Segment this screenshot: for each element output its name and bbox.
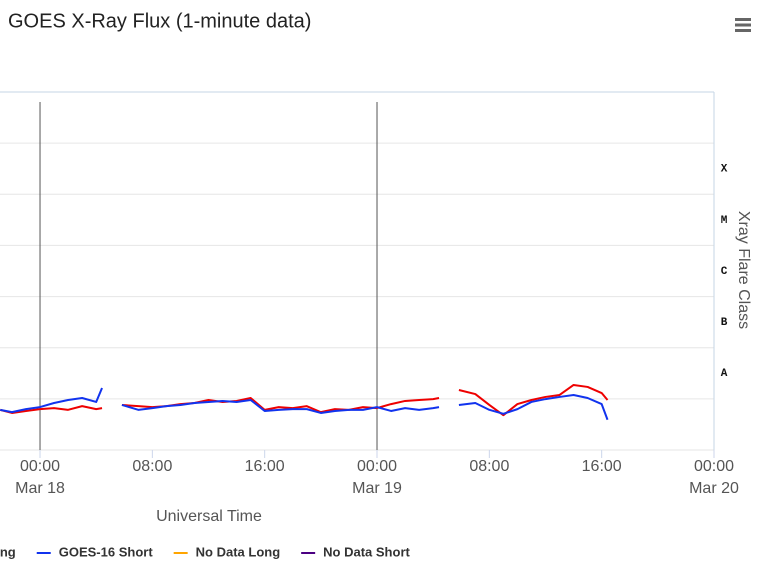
x-tick-label: 16:00 <box>582 458 622 475</box>
menu-bar <box>735 29 751 32</box>
x-tick-label: 08:00 <box>132 458 172 475</box>
x-tick-sublabel: Mar 20 <box>689 480 739 497</box>
x-tick-label: 16:00 <box>245 458 285 475</box>
y2-tick-label: X <box>721 164 728 176</box>
chart-title: GOES X-Ray Flux (1-minute data) <box>8 10 311 32</box>
x-tick-sublabel: Mar 18 <box>15 480 65 497</box>
legend-item[interactable]: GOES-16 Short <box>36 544 154 559</box>
y2-axis-title: Xray Flare Class <box>735 211 752 329</box>
legend-item[interactable]: No Data Long <box>173 544 281 559</box>
series-line <box>0 387 609 421</box>
x-tick-label: 00:00 <box>357 458 397 475</box>
x-axis-title: Universal Time <box>156 508 262 525</box>
legend-label: GOES-16 Short <box>59 544 154 559</box>
y2-tick-label: A <box>721 368 728 380</box>
legend-label: No Data Short <box>323 544 410 559</box>
legend-item[interactable]: GOES-16 Long <box>0 544 16 559</box>
x-tick-label: 00:00 <box>694 458 734 475</box>
y2-tick-label: C <box>721 266 728 278</box>
x-tick-label: 00:00 <box>20 458 60 475</box>
y2-tick-label: B <box>721 317 728 329</box>
legend-item[interactable]: No Data Short <box>301 544 410 559</box>
y2-tick-label: M <box>721 215 728 227</box>
menu-bar <box>735 18 751 21</box>
legend-label: No Data Long <box>196 544 281 559</box>
menu-button[interactable] <box>735 18 751 32</box>
x-tick-sublabel: Mar 19 <box>352 480 402 497</box>
menu-bar <box>735 23 751 27</box>
legend-label: GOES-16 Long <box>0 544 16 559</box>
x-tick-label: 08:00 <box>469 458 509 475</box>
